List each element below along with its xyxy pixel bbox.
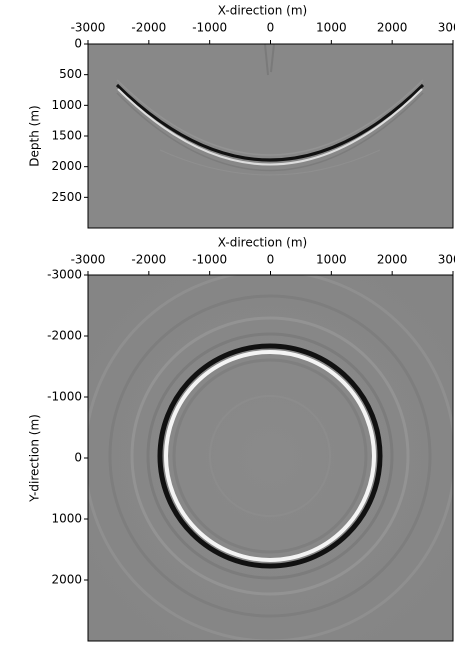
x-tick-label: 3000 [438,21,455,35]
y-tick-label: -1000 [47,390,82,404]
y-tick-label: 1500 [51,129,82,143]
x-tick-label: 0 [267,253,275,267]
y-tick-label: 500 [59,67,82,81]
x-tick-label: -1000 [192,253,227,267]
seismic-image-depth [88,44,453,228]
x-tick-label: 2000 [377,253,408,267]
x-tick-label: 1000 [316,253,347,267]
y-tick-label: 1000 [51,98,82,112]
y-tick-label: -3000 [47,268,82,282]
x-tick-label: 1000 [316,21,347,35]
x-tick-label: -3000 [71,253,106,267]
x-tick-label: 0 [267,21,275,35]
x-tick-label: -1000 [192,21,227,35]
x-tick-label: 3000 [438,253,455,267]
x-axis-title: X-direction (m) [218,236,307,250]
seismic-image-plan [88,275,453,641]
y-axis-title: Depth (m) [28,105,42,166]
x-tick-label: -3000 [71,21,106,35]
x-tick-label: 2000 [377,21,408,35]
y-axis-title: Y-direction (m) [28,414,42,503]
y-tick-label: 2000 [51,573,82,587]
y-tick-label: -2000 [47,329,82,343]
y-tick-label: 0 [74,451,82,465]
x-tick-label: -2000 [131,21,166,35]
y-tick-label: 0 [74,37,82,51]
y-tick-label: 2500 [51,190,82,204]
y-tick-label: 2000 [51,159,82,173]
x-tick-label: -2000 [131,253,166,267]
x-axis-title: X-direction (m) [218,4,307,18]
y-tick-label: 1000 [51,512,82,526]
